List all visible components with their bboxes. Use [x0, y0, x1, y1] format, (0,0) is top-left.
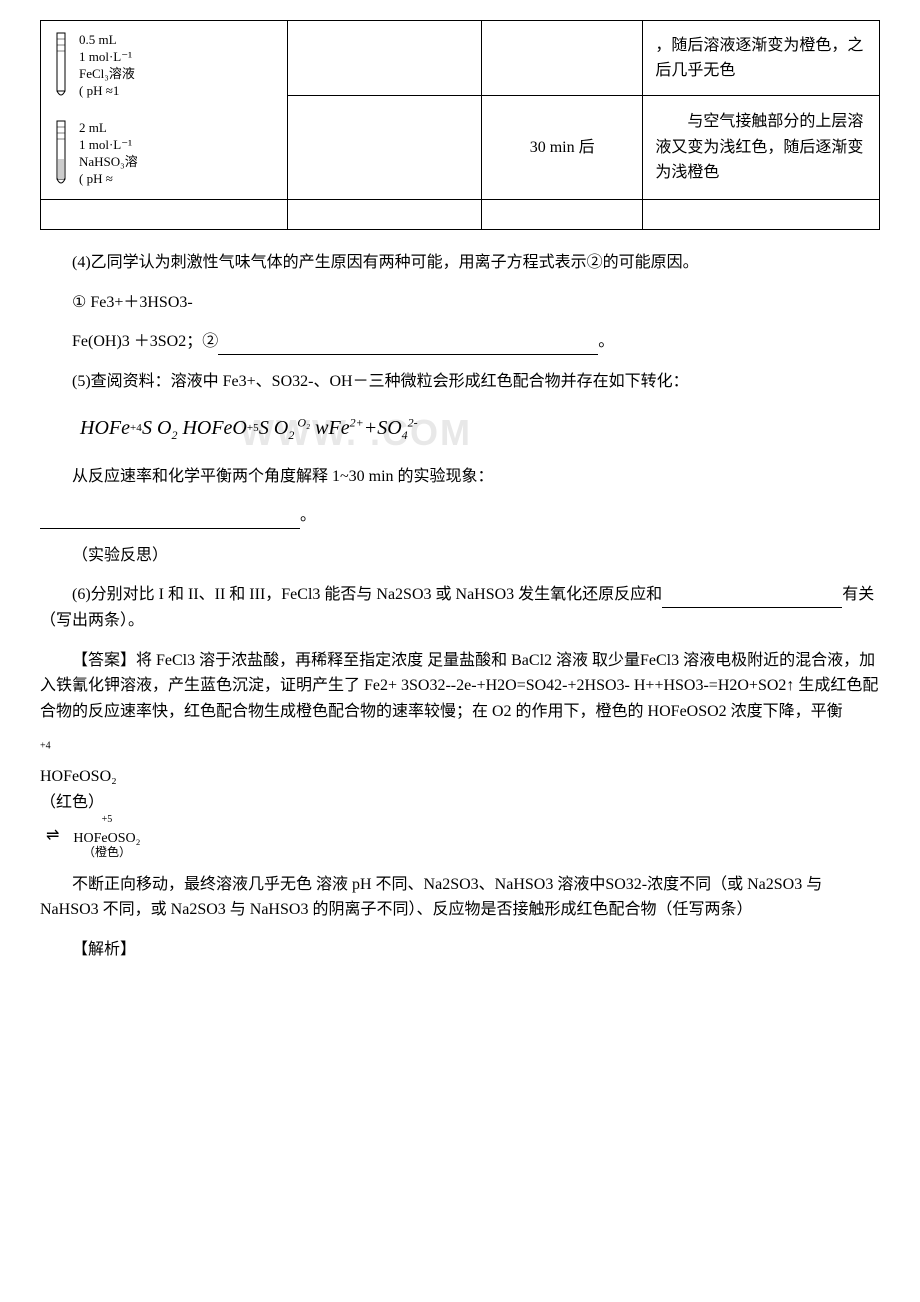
empty-cell — [643, 200, 880, 230]
analysis-heading: 【解析】 — [40, 937, 880, 963]
q4-line2: Fe(OH)3 ＋3SO2；② 。 — [40, 329, 880, 355]
test-tube-icon — [51, 119, 71, 189]
tube2-line2: 1 mol·L⁻¹ — [79, 137, 138, 154]
reflection-heading: （实验反思） — [40, 543, 880, 569]
blank-fill[interactable] — [662, 589, 842, 608]
tube1-line1: 0.5 mL — [79, 32, 135, 49]
q4-line1: ① Fe3+＋3HSO3- — [40, 290, 880, 316]
time-cell-1 — [482, 21, 643, 96]
mid-cell-2 — [288, 96, 482, 200]
eq-left-sup: +4 — [40, 741, 51, 752]
eq-right-top: HOFeOSO₂ — [73, 831, 140, 846]
equilibrium-arrow-icon: ⇌ — [46, 827, 59, 844]
eq-right-sup: +5 — [102, 814, 113, 825]
experiment-table: 0.5 mL 1 mol·L⁻¹ FeCl₃溶液 ( pH ≈1 — [40, 20, 880, 230]
q5-suffix: 。 — [300, 507, 316, 524]
q6-pre: (6)分别对比 I 和 II、II 和 III，FeCl3 能否与 Na2SO3… — [72, 586, 662, 603]
answer-text1: 【答案】将 FeCl3 溶于浓盐酸，再稀释至指定浓度 足量盐酸和 BaCl2 溶… — [40, 652, 878, 720]
tube-row-1: 0.5 mL 1 mol·L⁻¹ FeCl₃溶液 ( pH ≈1 — [51, 31, 277, 101]
tube-row-2: 2 mL 1 mol·L⁻¹ NaHSO₃溶 ( pH ≈ — [51, 119, 277, 189]
q4-line2-prefix: Fe(OH)3 ＋3SO2；② — [72, 333, 218, 350]
eq-right-bot: （橙色） — [73, 846, 140, 858]
answer-part1: 【答案】将 FeCl3 溶于浓盐酸，再稀释至指定浓度 足量盐酸和 BaCl2 溶… — [40, 648, 880, 725]
tube2-line4: ( pH ≈ — [79, 171, 138, 188]
tube1-line2: 1 mol·L⁻¹ — [79, 49, 135, 66]
answer-eq-right: +5 HOFeOSO₂ （橙色） — [73, 815, 140, 858]
tube2-line1: 2 mL — [79, 120, 138, 137]
q4-text: (4)乙同学认为刺激性气味气体的产生原因有两种可能，用离子方程式表示②的可能原因… — [40, 250, 880, 276]
diagram-cell: 0.5 mL 1 mol·L⁻¹ FeCl₃溶液 ( pH ≈1 — [41, 21, 288, 200]
empty-cell — [288, 200, 482, 230]
eq-left-bot: （红色） — [40, 790, 880, 816]
empty-cell — [482, 200, 643, 230]
test-tube-icon — [51, 31, 71, 101]
blank-fill[interactable] — [218, 336, 598, 355]
q5-prompt: 从反应速率和化学平衡两个角度解释 1~30 min 的实验现象： — [40, 464, 880, 490]
answer-part2: 不断正向移动，最终溶液几乎无色 溶液 pH 不同、Na2SO3、NaHSO3 溶… — [40, 872, 880, 923]
q6-text: (6)分别对比 I 和 II、II 和 III，FeCl3 能否与 Na2SO3… — [40, 582, 880, 633]
tube-diagram: 0.5 mL 1 mol·L⁻¹ FeCl₃溶液 ( pH ≈1 — [51, 31, 277, 189]
eq-left-top: HOFeOSO₂ — [40, 768, 117, 785]
mid-cell-1 — [288, 21, 482, 96]
q5-blank-line: 。 — [40, 503, 880, 529]
q5-text: (5)查阅资料：溶液中 Fe3+、SO32-、OH－三种微粒会形成红色配合物并存… — [40, 369, 880, 395]
observation-1: ，随后溶液逐渐变为橙色，之后几乎无色 — [643, 21, 880, 96]
q4-line2-suffix: 。 — [598, 333, 614, 350]
empty-cell — [41, 200, 288, 230]
observation-2: 与空气接触部分的上层溶液又变为浅红色，随后逐渐变为浅橙色 — [643, 96, 880, 200]
tube-label-2: 2 mL 1 mol·L⁻¹ NaHSO₃溶 ( pH ≈ — [79, 120, 138, 188]
tube-label-1: 0.5 mL 1 mol·L⁻¹ FeCl₃溶液 ( pH ≈1 — [79, 32, 135, 100]
blank-fill[interactable] — [40, 510, 300, 529]
tube2-line3: NaHSO₃溶 — [79, 154, 138, 171]
tube1-line3: FeCl₃溶液 — [79, 66, 135, 83]
time-cell-2: 30 min 后 — [482, 96, 643, 200]
q5-formula: WWW. .COM HOFe+4S O2 HOFeO+5S O2 O₂ wFe2… — [80, 412, 880, 445]
tube1-line4: ( pH ≈1 — [79, 83, 135, 100]
